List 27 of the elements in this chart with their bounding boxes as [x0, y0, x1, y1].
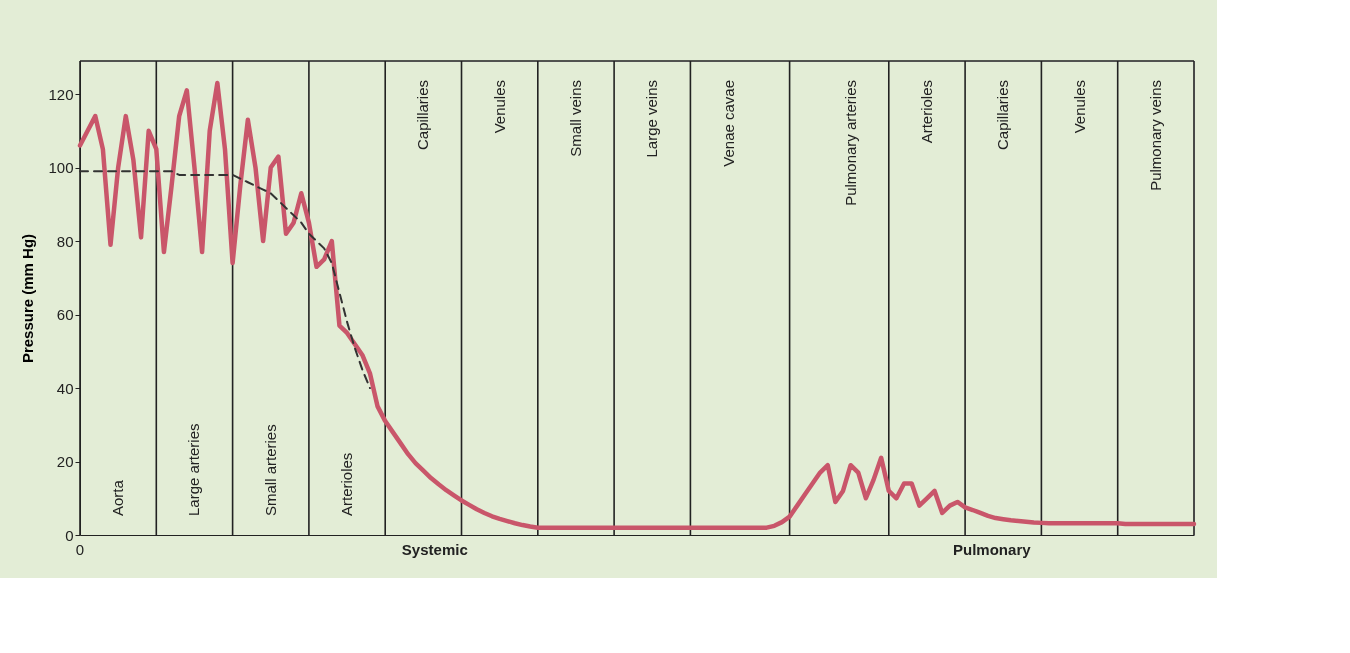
- text: Systemic: [401, 541, 468, 558]
- text: Pulmonary: [953, 541, 1032, 558]
- y-tick-label: 0: [65, 526, 74, 544]
- x-tick-label: Venules: [490, 79, 508, 134]
- y-tick-label: 20: [56, 453, 74, 471]
- y-tick-label: 80: [56, 232, 74, 250]
- x-tick-label: Venae cavae: [719, 79, 737, 167]
- x-tick-label: Aorta: [109, 479, 127, 517]
- y-tick-label: 40: [56, 379, 74, 397]
- x-tick-label: Pulmonary arteries: [841, 79, 859, 206]
- line-series: [79, 170, 371, 390]
- x-tick-label: Small arteries: [261, 424, 279, 517]
- x-tick-label: Large arteries: [185, 423, 203, 517]
- y-axis-title: Pressure (mm Hg): [19, 233, 37, 364]
- line-series: [77, 80, 1197, 530]
- y-tick-label: 100: [48, 159, 74, 177]
- x-tick-label: Large veins: [643, 79, 661, 158]
- x-tick-label: Venules: [1070, 79, 1088, 134]
- text: 0: [75, 541, 85, 558]
- x-tick-label: Arterioles: [338, 452, 356, 517]
- x-tick-label: Small veins: [566, 79, 584, 157]
- x-tick-label: Arterioles: [917, 79, 935, 144]
- x-tick-label: Capillaries: [994, 79, 1012, 150]
- x-tick-label: Capillaries: [414, 79, 432, 150]
- y-tick-label: 60: [56, 306, 74, 324]
- y-tick-label: 120: [48, 85, 74, 103]
- x-tick-label: Pulmonary veins: [1146, 79, 1164, 191]
